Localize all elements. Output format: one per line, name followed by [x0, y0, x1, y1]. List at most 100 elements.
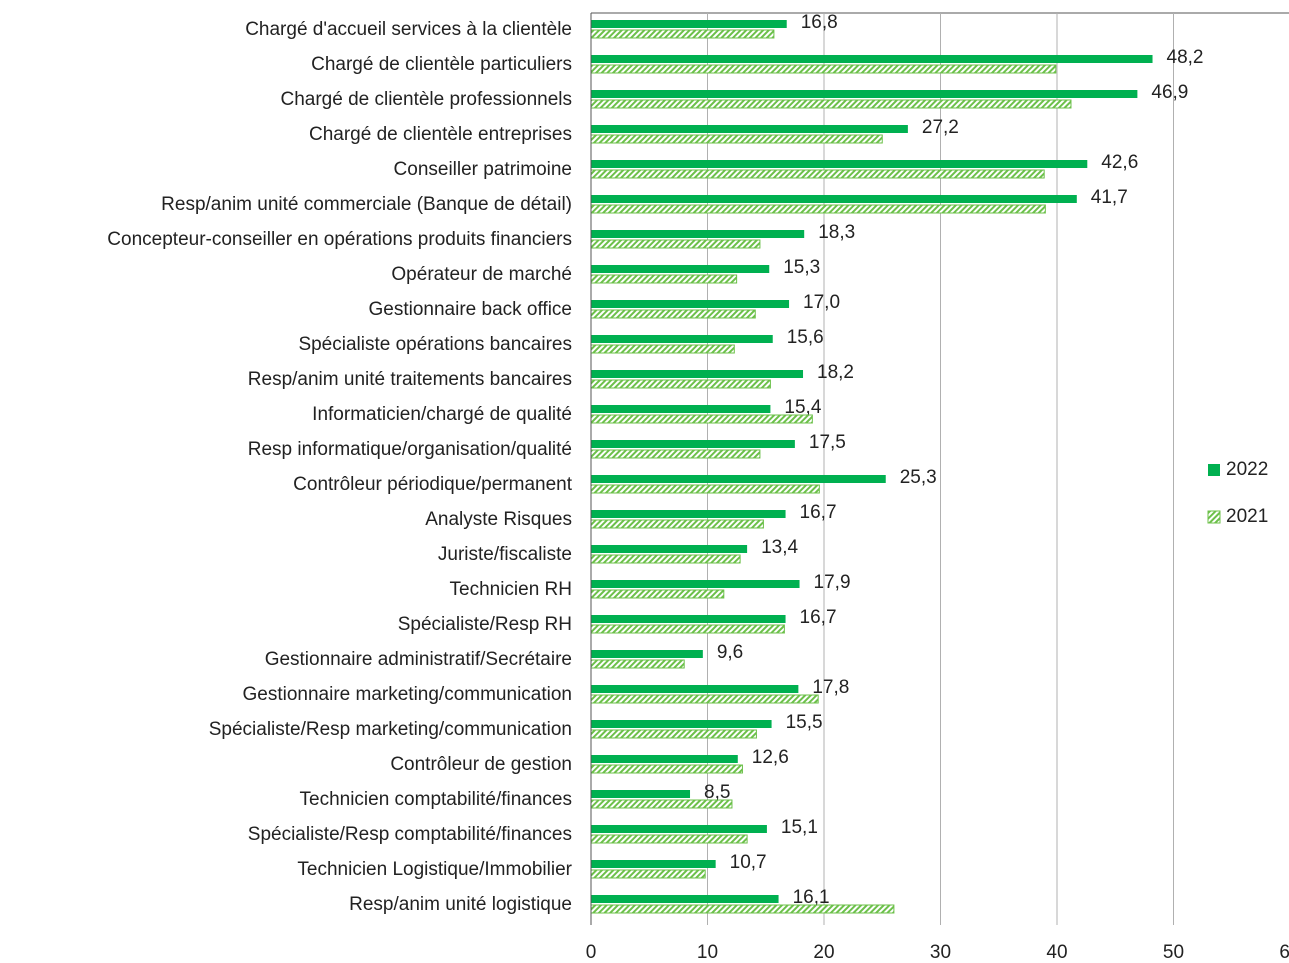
x-tick-label: 0	[586, 942, 597, 963]
category-label: Opérateur de marché	[391, 264, 572, 285]
bar	[591, 195, 1077, 203]
category-label: Contrôleur périodique/permanent	[293, 474, 573, 495]
data-label: 16,7	[800, 502, 837, 523]
data-label: 48,2	[1167, 47, 1204, 68]
bar	[590, 169, 1045, 179]
data-label: 15,3	[783, 257, 820, 278]
bar	[590, 379, 771, 389]
bar	[590, 799, 733, 809]
category-label: Spécialiste opérations bancaires	[298, 334, 572, 355]
category-label: Chargé de clientèle particuliers	[311, 54, 572, 75]
bar	[590, 414, 813, 424]
bar	[590, 204, 1046, 214]
data-label: 15,6	[787, 327, 824, 348]
data-label: 18,2	[817, 362, 854, 383]
bar	[591, 90, 1138, 98]
data-label: 15,1	[781, 817, 818, 838]
bar	[590, 29, 775, 39]
bar	[591, 860, 716, 868]
data-label: 18,3	[818, 222, 855, 243]
bar	[591, 55, 1153, 63]
category-label: Resp/anim unité logistique	[349, 894, 572, 915]
legend-swatch	[1207, 510, 1221, 524]
data-label: 16,7	[800, 607, 837, 628]
bar	[591, 545, 748, 553]
bar	[591, 720, 772, 728]
x-tick-label: 30	[930, 942, 951, 963]
bar	[591, 405, 771, 413]
category-label: Gestionnaire marketing/communication	[243, 684, 573, 705]
bar	[590, 519, 764, 529]
legend-label: 2021	[1226, 506, 1268, 527]
category-label: Resp/anim unité commerciale (Banque de d…	[161, 194, 572, 215]
category-label: Spécialiste/Resp comptabilité/finances	[248, 824, 572, 845]
bar	[590, 869, 706, 879]
bar	[590, 624, 785, 634]
bar	[590, 834, 748, 844]
bar	[591, 300, 790, 308]
bar	[590, 64, 1057, 74]
data-label: 15,5	[786, 712, 823, 733]
bar	[590, 99, 1072, 109]
data-label: 17,8	[812, 677, 849, 698]
data-label: 10,7	[730, 852, 767, 873]
bar	[590, 694, 819, 704]
category-label: Gestionnaire administratif/Secrétaire	[265, 649, 572, 670]
category-label: Spécialiste/Resp RH	[398, 614, 572, 635]
data-label: 15,4	[784, 397, 821, 418]
category-label: Gestionnaire back office	[369, 299, 573, 320]
category-label: Juriste/fiscaliste	[438, 544, 572, 565]
category-label: Concepteur-conseiller en opérations prod…	[107, 229, 572, 250]
bar	[590, 344, 735, 354]
bar	[591, 230, 805, 238]
data-label: 8,5	[704, 782, 730, 803]
bar	[591, 20, 787, 28]
bar	[591, 895, 779, 903]
bar	[590, 274, 738, 284]
bar	[591, 650, 703, 658]
category-label: Chargé de clientèle professionnels	[280, 89, 572, 110]
category-label: Technicien comptabilité/finances	[300, 789, 573, 810]
x-tick-label: 60	[1279, 942, 1289, 963]
category-label: Technicien RH	[450, 579, 573, 600]
category-label: Contrôleur de gestion	[390, 754, 572, 775]
bar	[591, 685, 799, 693]
bar	[590, 484, 820, 494]
bar	[591, 825, 767, 833]
data-label: 17,5	[809, 432, 846, 453]
bar	[591, 440, 795, 448]
category-label: Analyste Risques	[425, 509, 572, 530]
category-label: Conseiller patrimoine	[394, 159, 572, 180]
data-label: 13,4	[761, 537, 798, 558]
data-label: 16,1	[793, 887, 830, 908]
data-label: 12,6	[752, 747, 789, 768]
bar	[591, 755, 738, 763]
bar	[590, 554, 741, 564]
x-tick-label: 50	[1163, 942, 1184, 963]
bar	[590, 904, 895, 914]
category-label: Resp informatique/organisation/qualité	[248, 439, 572, 460]
bar	[590, 729, 757, 739]
category-label: Informaticien/chargé de qualité	[312, 404, 572, 425]
data-label: 25,3	[900, 467, 937, 488]
bar	[590, 449, 761, 459]
legend-label: 2022	[1226, 459, 1268, 480]
data-label: 17,9	[814, 572, 851, 593]
x-tick-label: 40	[1046, 942, 1067, 963]
category-label: Resp/anim unité traitements bancaires	[248, 369, 572, 390]
bar	[591, 335, 773, 343]
category-label: Spécialiste/Resp marketing/communication	[209, 719, 572, 740]
bar	[591, 265, 770, 273]
data-label: 16,8	[801, 12, 838, 33]
bar	[591, 125, 908, 133]
x-tick-label: 10	[697, 942, 718, 963]
bar	[590, 134, 883, 144]
bar	[591, 160, 1088, 168]
bar	[590, 764, 743, 774]
category-label: Technicien Logistique/Immobilier	[297, 859, 572, 880]
data-label: 17,0	[803, 292, 840, 313]
data-label: 27,2	[922, 117, 959, 138]
bar	[590, 659, 685, 669]
bar	[590, 589, 725, 599]
